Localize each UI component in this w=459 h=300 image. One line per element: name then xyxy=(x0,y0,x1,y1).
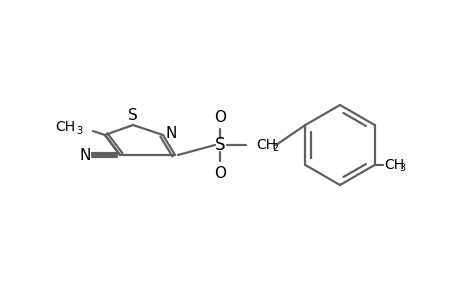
Text: 3: 3 xyxy=(76,126,82,136)
Text: S: S xyxy=(214,136,225,154)
Text: N: N xyxy=(79,148,90,163)
Text: CH: CH xyxy=(55,120,75,134)
Text: 3: 3 xyxy=(399,163,405,173)
Text: O: O xyxy=(213,166,225,181)
Text: S: S xyxy=(128,107,138,122)
Text: N: N xyxy=(165,125,176,140)
Text: CH: CH xyxy=(256,138,275,152)
Text: 2: 2 xyxy=(271,143,278,153)
Text: CH: CH xyxy=(384,158,404,172)
Text: O: O xyxy=(213,110,225,124)
